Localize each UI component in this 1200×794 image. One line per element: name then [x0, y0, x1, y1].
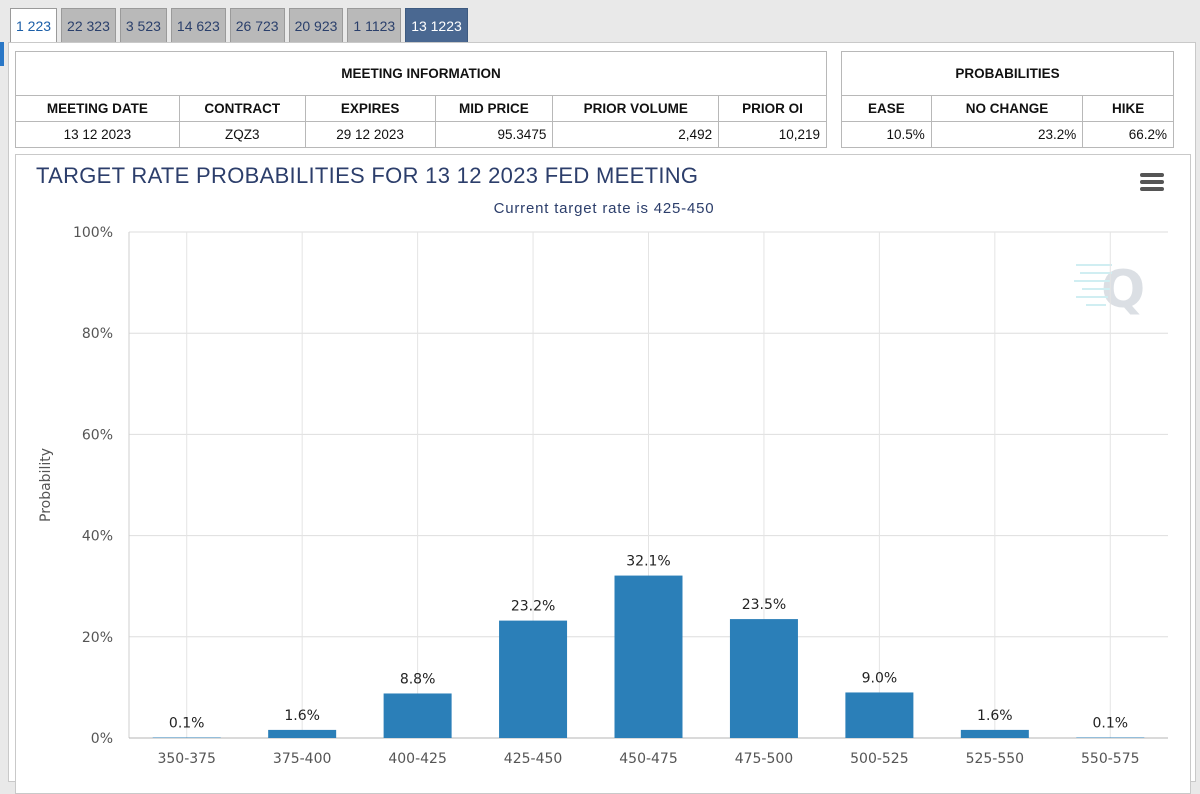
x-tick-label: 350-375	[157, 751, 216, 767]
bar-350-375[interactable]	[152, 737, 221, 738]
bar-375-400[interactable]	[268, 729, 337, 738]
probabilities-header: PROBABILITIES	[841, 51, 1174, 96]
bar-data-label: 0.1%	[169, 715, 205, 731]
chart-subtitle: Current target rate is 425-450	[493, 200, 715, 217]
hike-value: 66.2%	[1082, 121, 1174, 148]
bar-data-label: 1.6%	[977, 708, 1013, 724]
col-hike: HIKE	[1082, 95, 1174, 122]
x-tick-label: 375-400	[273, 751, 332, 767]
meeting-date-value: 13 12 2023	[15, 121, 180, 148]
y-tick-label: 0%	[91, 731, 113, 747]
bar-data-label: 1.6%	[284, 708, 320, 724]
bar-data-label: 8.8%	[400, 671, 436, 687]
bar-data-label: 32.1%	[626, 554, 670, 570]
chart-title: TARGET RATE PROBABILITIES FOR 13 12 2023…	[36, 163, 699, 188]
col-prior-volume: PRIOR VOLUME	[552, 95, 720, 122]
col-contract: CONTRACT	[178, 95, 306, 122]
expires-value: 29 12 2023	[304, 121, 436, 148]
bar-data-label: 23.5%	[742, 597, 786, 613]
bar-500-525[interactable]	[845, 692, 914, 738]
tab-meeting-6[interactable]: 20 923	[288, 8, 344, 42]
bar-425-450[interactable]	[499, 620, 568, 738]
y-axis-label: Probability	[38, 448, 54, 522]
ease-value: 10.5%	[841, 121, 932, 148]
watermark-logo-icon: Q	[1074, 260, 1145, 320]
y-tick-label: 100%	[73, 225, 113, 241]
bar-chart: Q Probability 0% 20% 40% 60% 80% 100% 0.1% 350-…	[38, 225, 1168, 767]
x-tick-label: 550-575	[1081, 751, 1140, 767]
chart-menu-icon[interactable]	[1140, 173, 1164, 193]
x-tick-label: 425-450	[504, 751, 563, 767]
bar-450-475[interactable]	[614, 575, 683, 738]
bar-525-550[interactable]	[960, 729, 1029, 738]
x-tick-label: 475-500	[735, 751, 794, 767]
tab-meeting-4[interactable]: 14 623	[170, 8, 226, 42]
bar-data-label: 0.1%	[1092, 715, 1128, 731]
meeting-info-table: MEETING INFORMATION MEETING DATE CONTRAC…	[15, 51, 827, 148]
prior-volume-value: 2,492	[552, 121, 720, 148]
col-no-change: NO CHANGE	[930, 95, 1084, 122]
tab-meeting-5[interactable]: 26 723	[229, 8, 285, 42]
tab-meeting-3[interactable]: 3 523	[119, 8, 167, 42]
col-mid-price: MID PRICE	[434, 95, 554, 122]
tab-meeting-2[interactable]: 22 323	[61, 8, 116, 42]
main-panel: MEETING INFORMATION MEETING DATE CONTRAC…	[8, 42, 1196, 794]
col-expires: EXPIRES	[304, 95, 436, 122]
left-edge-marker	[0, 42, 4, 66]
tab-meeting-7[interactable]: 1 1123	[347, 8, 402, 42]
meeting-info-header: MEETING INFORMATION	[15, 51, 827, 96]
col-ease: EASE	[841, 95, 932, 122]
y-tick-label: 40%	[82, 529, 113, 545]
chart-container: TARGET RATE PROBABILITIES FOR 13 12 2023…	[15, 154, 1191, 794]
bar-475-500[interactable]	[729, 619, 798, 738]
bar-550-575[interactable]	[1076, 737, 1145, 738]
tab-meeting-1[interactable]: 1 223	[10, 8, 58, 42]
x-tick-label: 400-425	[388, 751, 447, 767]
bar-data-label: 23.2%	[511, 599, 555, 615]
y-tick-label: 80%	[82, 326, 113, 342]
y-tick-label: 20%	[82, 630, 113, 646]
col-meeting-date: MEETING DATE	[15, 95, 180, 122]
bar-400-425[interactable]	[383, 693, 452, 738]
mid-price-value: 95.3475	[434, 121, 554, 148]
probabilities-table: PROBABILITIES EASE NO CHANGE HIKE 10.5% …	[841, 51, 1174, 148]
x-tick-label: 450-475	[619, 751, 678, 767]
svg-text:Q: Q	[1101, 260, 1145, 320]
no-change-value: 23.2%	[930, 121, 1084, 148]
tab-meeting-8-active[interactable]: 13 1223	[405, 8, 468, 42]
bar-data-label: 9.0%	[862, 670, 898, 686]
meeting-tabs: 1 223 22 323 3 523 14 623 26 723 20 923 …	[10, 8, 468, 42]
col-prior-oi: PRIOR OI	[718, 95, 827, 122]
table-row: 10.5% 23.2% 66.2%	[841, 121, 1174, 148]
x-tick-label: 500-525	[850, 751, 909, 767]
contract-value: ZQZ3	[178, 121, 306, 148]
prior-oi-value: 10,219	[718, 121, 827, 148]
table-row: 13 12 2023 ZQZ3 29 12 2023 95.3475 2,492…	[15, 121, 827, 148]
x-tick-label: 525-550	[966, 751, 1025, 767]
y-tick-label: 60%	[82, 427, 113, 443]
